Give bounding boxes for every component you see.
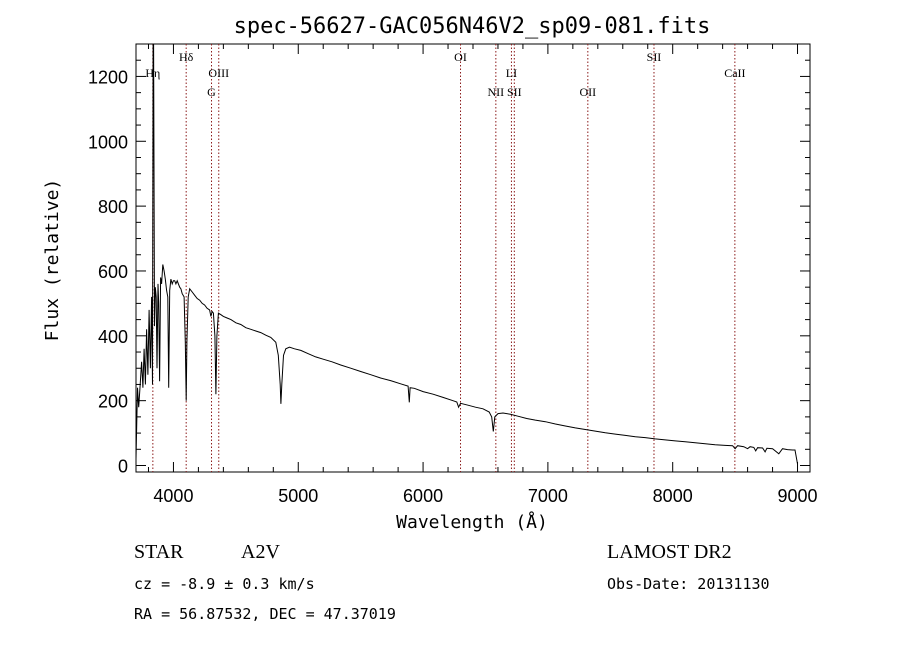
x-tick-label: 7000 — [528, 486, 568, 506]
observation-date: Obs-Date: 20131130 — [607, 575, 770, 593]
axis-ticks — [136, 43, 810, 472]
x-tick-label: 9000 — [777, 486, 817, 506]
coordinates-text: RA = 56.87532, DEC = 47.37019 — [134, 605, 396, 623]
x-tick-label: 6000 — [403, 486, 443, 506]
spectral-line-label: G — [207, 85, 216, 99]
y-tick-labels: 0 200 400 600 800 1000 1200 — [88, 67, 128, 476]
plot-frame — [135, 43, 811, 473]
x-tick-label: 5000 — [278, 486, 318, 506]
y-tick-label: 400 — [98, 327, 128, 347]
spectral-line-label: OIII — [208, 66, 229, 80]
spectrum-line — [136, 44, 798, 464]
spectral-line-label: OI — [454, 50, 467, 64]
subclass: A2V — [241, 541, 280, 563]
y-axis-label: Flux (relative) — [42, 179, 63, 342]
y-tick-label: 1000 — [88, 132, 128, 152]
spectral-line-label: SII — [507, 85, 522, 99]
redshift-text: cz = -8.9 ± 0.3 km/s — [134, 575, 315, 593]
chart-title: spec-56627-GAC056N46V2_sp09-081.fits — [234, 14, 711, 39]
spectral-line-label: OII — [579, 85, 596, 99]
object-type: STAR — [134, 541, 184, 563]
spectral-line-label: LI — [506, 66, 517, 80]
x-axis-label: Wavelength (Å) — [396, 511, 548, 533]
y-tick-label: 1200 — [88, 67, 128, 87]
spectral-line-markers — [152, 44, 736, 472]
spectral-line-label: Hδ — [179, 50, 194, 64]
x-tick-labels: 4000 5000 6000 7000 8000 9000 — [153, 486, 817, 506]
spectral-line-label: SII — [647, 50, 662, 64]
y-tick-label: 200 — [98, 392, 128, 412]
spectral-line-label: NII — [488, 85, 505, 99]
y-tick-label: 0 — [118, 457, 128, 477]
y-tick-label: 800 — [98, 197, 128, 217]
x-tick-label: 4000 — [153, 486, 193, 506]
y-tick-label: 600 — [98, 262, 128, 282]
spectral-line-label: CaII — [724, 66, 745, 80]
x-tick-label: 8000 — [653, 486, 693, 506]
survey-name: LAMOST DR2 — [607, 541, 732, 563]
